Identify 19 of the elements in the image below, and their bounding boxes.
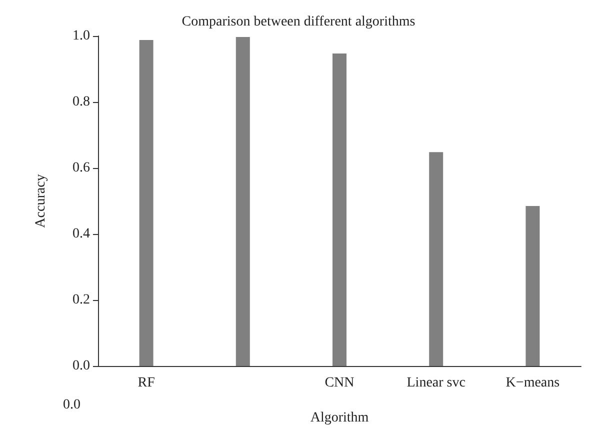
y-tick-label: 0.0 — [72, 358, 90, 374]
x-tick-label: Linear svc — [406, 376, 466, 390]
y-axis-title: Accuracy — [34, 174, 48, 228]
y-tick-label: 0.8 — [72, 94, 90, 110]
x-tick-label: RF — [138, 376, 156, 390]
y-tick-label: 0.4 — [72, 226, 90, 242]
y-tick-label: 0.2 — [72, 292, 90, 308]
x-tick-label: CNN — [324, 376, 354, 390]
bar — [332, 53, 346, 366]
bar — [236, 36, 250, 366]
bar — [429, 152, 444, 366]
y-tick-label: 1.0 — [72, 28, 90, 44]
bar — [139, 40, 154, 366]
x-axis-title: Algorithm — [310, 410, 369, 426]
bar — [526, 206, 540, 366]
text: 0.0 — [63, 398, 80, 412]
y-tick-label: 0.6 — [72, 160, 90, 176]
x-tick-label: K−means — [506, 376, 560, 390]
chart-title: Comparison between different algorithms — [182, 14, 416, 30]
